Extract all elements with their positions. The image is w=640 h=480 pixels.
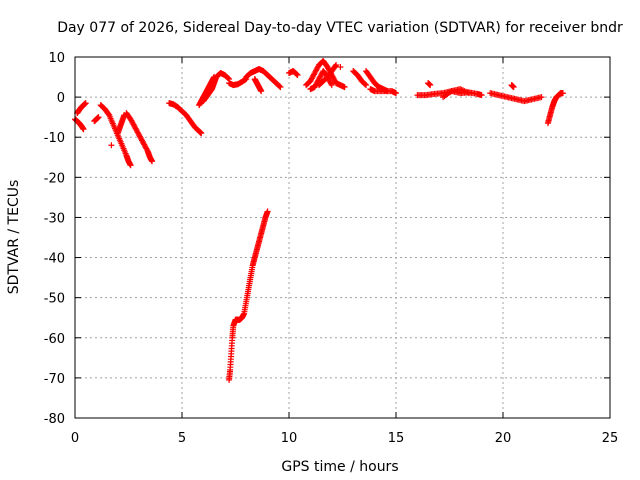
data-point [82,100,89,107]
x-tick-label: 5 [178,431,186,446]
grid-lines [75,57,610,418]
data-point [559,90,566,97]
data-point [95,114,102,121]
y-tick-label: -80 [44,412,65,427]
data-point [427,82,434,89]
y-tick-label: -30 [44,211,65,226]
y-tick-label: -40 [44,252,65,267]
axis-ticks: 0 5 10 15 20 25 10 0 -10 -20 -30 -40 -50 -60 -70 -80 [44,51,619,446]
y-tick-label: -60 [44,332,65,347]
data-point [393,90,399,97]
y-tick-label: 10 [48,51,65,66]
data-point [293,71,300,78]
data-point [225,75,232,82]
data-point [363,82,370,89]
y-tick-label: -70 [44,372,65,387]
data-point [258,88,265,95]
data-point [465,90,472,97]
y-tick-label: -10 [44,131,65,146]
data-point [108,142,115,149]
plot-area-border [74,56,611,419]
data-point [149,158,156,165]
x-tick-label: 10 [281,431,298,446]
y-tick-label: -20 [44,171,65,186]
x-tick-label: 15 [388,431,405,446]
data-point [337,64,344,71]
x-tick-label: 0 [71,431,79,446]
data-point [264,208,271,215]
data-point [478,92,485,99]
data-point [198,130,205,137]
x-tick-label: 25 [602,431,619,446]
data-point [276,83,283,90]
data-point [341,84,348,91]
data-point [510,84,517,91]
y-tick-label: -50 [44,292,65,307]
x-tick-label: 20 [495,431,512,446]
y-axis-label: SDTVAR / TECUs [6,180,22,295]
data-point [294,72,301,79]
data-point [80,126,87,133]
y-tick-label: 0 [57,91,65,106]
data-point [538,94,545,101]
data-point [333,62,340,69]
data-point [332,63,339,70]
data-point [277,84,284,91]
x-axis-label: GPS time / hours [281,459,398,475]
data-points [72,58,566,383]
data-point [362,81,369,88]
data-point [328,80,335,87]
data-point [328,82,335,89]
chart-title: Day 077 of 2026, Sidereal Day-to-day VTE… [57,20,623,36]
data-point [127,162,134,169]
